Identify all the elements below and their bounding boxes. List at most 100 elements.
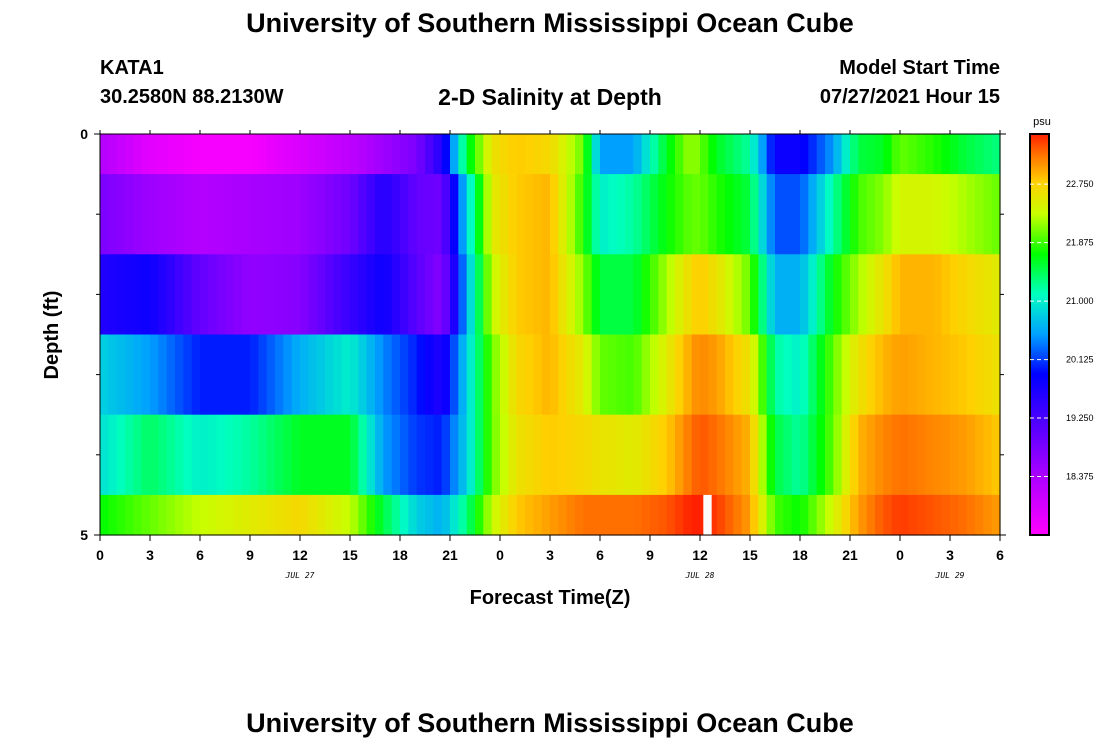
heatmap-cell — [825, 494, 834, 536]
heatmap-cell — [866, 414, 876, 496]
heatmap-cell — [808, 134, 818, 175]
heatmap-cell — [191, 334, 201, 416]
heatmap-cell — [908, 414, 918, 496]
heatmap-cell — [800, 414, 809, 496]
heatmap-cell — [691, 134, 701, 175]
heatmap-cell — [500, 494, 509, 536]
heatmap-cell — [608, 494, 618, 536]
heatmap-cell — [483, 254, 493, 336]
heatmap-cell — [691, 494, 701, 536]
heatmap-cell — [425, 134, 434, 175]
heatmap-cell — [200, 334, 209, 416]
heatmap-cell — [250, 334, 259, 416]
heatmap-cell — [983, 334, 993, 416]
heatmap-cell — [225, 134, 234, 175]
heatmap-cell — [433, 254, 443, 336]
heatmap-cell — [391, 494, 401, 536]
heatmap-cell — [266, 134, 276, 175]
x-tick-label: 15 — [742, 547, 758, 563]
heatmap-cell — [491, 174, 501, 255]
heatmap-cell — [550, 134, 559, 175]
heatmap-cell — [741, 174, 751, 255]
heatmap-cell — [766, 494, 776, 536]
heatmap-cell — [425, 174, 434, 255]
x-tick-label: 0 — [896, 547, 904, 563]
heatmap-cell — [466, 134, 476, 175]
heatmap-cell — [941, 494, 951, 536]
heatmap-cell — [608, 254, 618, 336]
heatmap-cell — [675, 494, 684, 536]
heatmap-cell — [450, 494, 459, 536]
heatmap-cell — [491, 134, 501, 175]
heatmap-cell — [808, 174, 818, 255]
heatmap-cell — [191, 254, 201, 336]
heatmap-cell — [875, 134, 884, 175]
heatmap-cell — [333, 494, 343, 536]
heatmap-cell — [733, 174, 743, 255]
heatmap-cell — [458, 174, 468, 255]
heatmap-cell — [666, 494, 676, 536]
heatmap-cell — [775, 414, 784, 496]
heatmap-cell — [658, 334, 668, 416]
heatmap-cell — [900, 334, 909, 416]
heatmap-cell — [975, 494, 984, 536]
heatmap-cell — [450, 414, 459, 496]
heatmap-cell — [191, 414, 201, 496]
heatmap-cell — [391, 414, 401, 496]
heatmap-cell — [775, 174, 784, 255]
heatmap-cell — [525, 254, 534, 336]
heatmap-cell — [275, 414, 284, 496]
heatmap-cell — [466, 334, 476, 416]
heatmap-cell — [600, 494, 609, 536]
heatmap-cell — [575, 414, 584, 496]
x-tick-label: 0 — [96, 547, 104, 563]
heatmap-cell — [600, 414, 609, 496]
heatmap-cell — [458, 334, 468, 416]
heatmap-cell — [291, 494, 301, 536]
heatmap-cell — [350, 174, 359, 255]
heatmap-cell — [708, 414, 718, 496]
heatmap-cell — [525, 494, 534, 536]
heatmap-cell — [258, 134, 268, 175]
heatmap-cell — [375, 334, 384, 416]
colorbar-tick-label: 19.250 — [1066, 413, 1094, 423]
heatmap-cell — [558, 174, 568, 255]
heatmap-cell — [900, 254, 909, 336]
heatmap-cell — [975, 334, 984, 416]
heatmap-cell — [475, 494, 484, 536]
heatmap-cell — [925, 494, 934, 536]
heatmap-cell — [983, 134, 993, 175]
heatmap-cell — [416, 174, 426, 255]
heatmap-cell — [108, 174, 118, 255]
heatmap-cell — [408, 334, 418, 416]
heatmap-cell — [733, 334, 743, 416]
heatmap-cell — [833, 174, 843, 255]
colorbar-tick-label: 21.000 — [1066, 296, 1094, 306]
heatmap-cell — [366, 254, 376, 336]
heatmap-cell — [183, 334, 193, 416]
heatmap-cell — [291, 334, 301, 416]
heatmap-cell — [391, 334, 401, 416]
heatmap-cell — [741, 414, 751, 496]
heatmap-cell — [875, 174, 884, 255]
heatmap-cell — [100, 334, 109, 416]
heatmap-cell — [508, 254, 518, 336]
heatmap-cell — [875, 414, 884, 496]
heatmap-cell — [816, 174, 826, 255]
heatmap-cell — [816, 134, 826, 175]
heatmap-cell — [241, 414, 251, 496]
heatmap-cell — [191, 174, 201, 255]
heatmap-cell — [975, 254, 984, 336]
heatmap-cell — [141, 334, 151, 416]
heatmap-cell — [433, 174, 443, 255]
heatmap-cell — [483, 494, 493, 536]
x-tick-label: 12 — [692, 547, 708, 563]
heatmap-cell — [475, 174, 484, 255]
heatmap-cell — [358, 414, 368, 496]
heatmap-cell — [266, 174, 276, 255]
heatmap-cell — [833, 254, 843, 336]
heatmap-cell — [100, 254, 109, 336]
heatmap-cell — [383, 174, 393, 255]
heatmap-cell — [766, 174, 776, 255]
heatmap-cell — [116, 334, 126, 416]
